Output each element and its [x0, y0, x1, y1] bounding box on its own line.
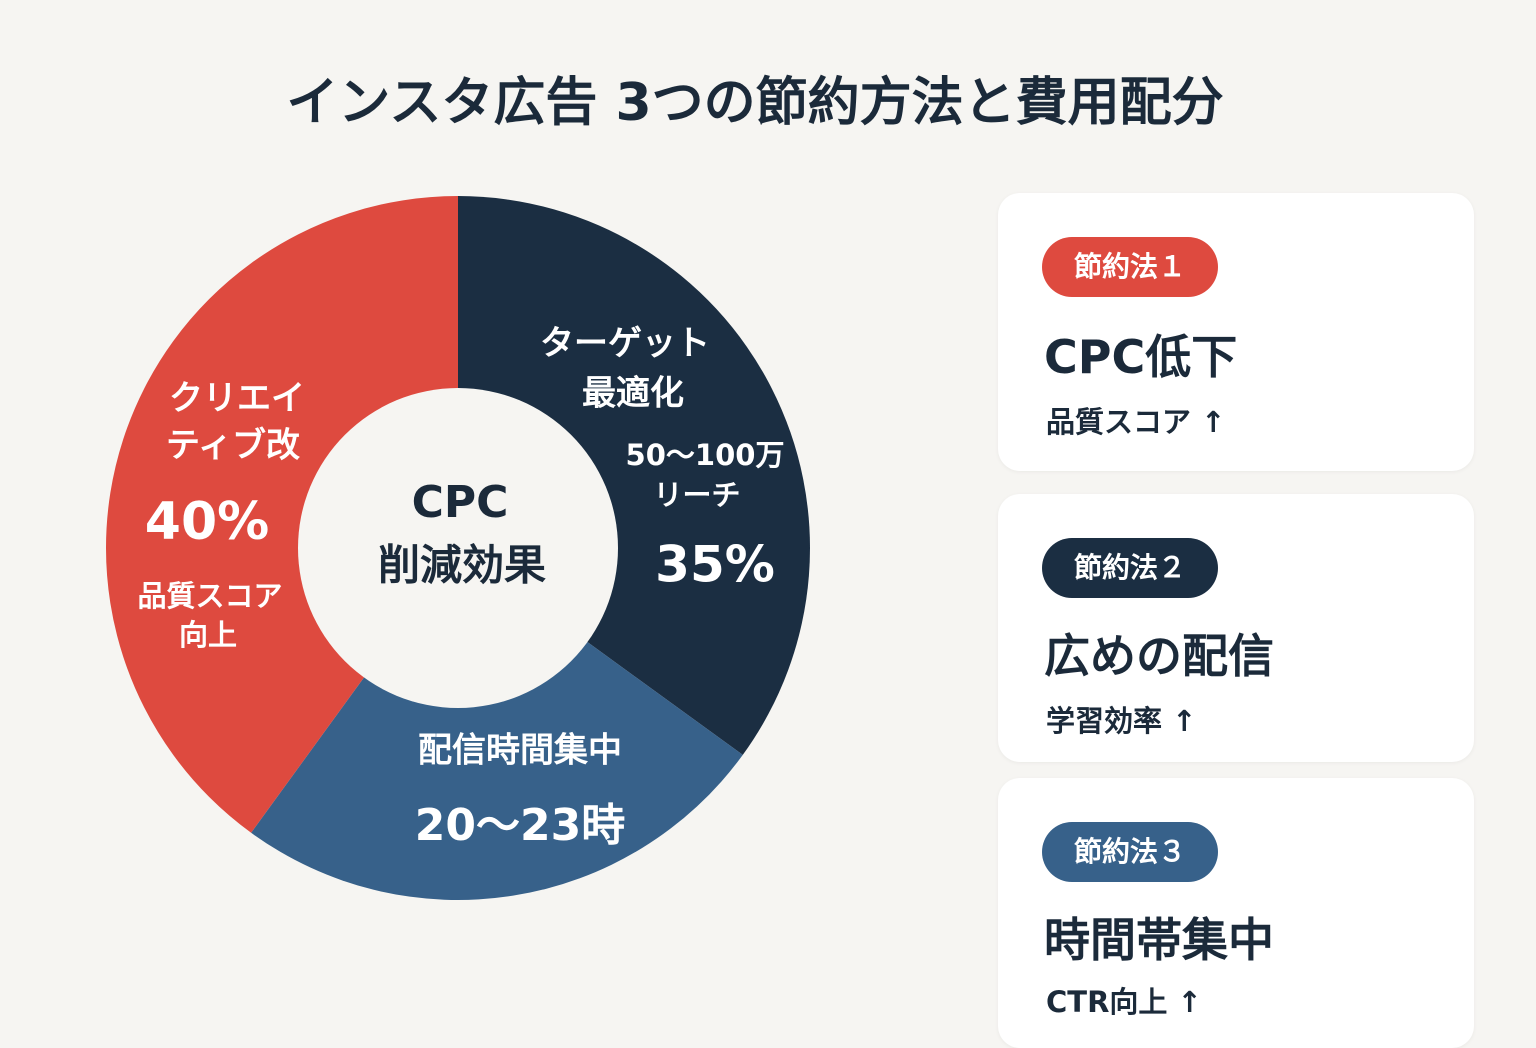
- segment-name: 最適化: [582, 374, 684, 414]
- segment-detail: 向上: [179, 618, 237, 652]
- card-badge: 節約法２: [1042, 538, 1218, 598]
- center-label: 削減効果: [378, 541, 546, 590]
- card-note: 学習効率 ↑: [1046, 704, 1197, 738]
- segment-name: クリエイ: [169, 379, 305, 419]
- segment-name: 配信時間集中: [418, 731, 622, 771]
- donut-segment: [106, 196, 458, 833]
- card-title: 時間帯集中: [1044, 913, 1274, 967]
- donut-segment: [251, 548, 743, 901]
- card-title: 広めの配信: [1044, 629, 1274, 683]
- segment-detail: 20～23時: [415, 800, 625, 851]
- segment-detail: 50～100万: [626, 438, 785, 472]
- segment-detail: 品質スコア: [137, 579, 282, 613]
- page: インスタ広告 3つの節約方法と費用配分 CPC 削減効果 ターゲット最適化 50～…: [106, 73, 1474, 1048]
- card-badge: 節約法１: [1042, 237, 1218, 297]
- chart-title: インスタ広告 3つの節約方法と費用配分: [286, 73, 1223, 133]
- card: 節約法３ 時間帯集中 CTR向上 ↑: [998, 778, 1474, 1048]
- center-label: CPC: [412, 477, 509, 528]
- segment-detail: リーチ: [653, 478, 740, 512]
- card-badge: 節約法３: [1042, 822, 1218, 882]
- card: 節約法２ 広めの配信 学習効率 ↑: [998, 494, 1474, 762]
- donut-hole: [298, 388, 618, 708]
- card: 節約法１ CPC低下 品質スコア ↑: [998, 193, 1474, 471]
- segment-name: ティブ改: [166, 426, 300, 466]
- card-note: 品質スコア ↑: [1046, 405, 1226, 439]
- segment-value-label: 35%: [655, 536, 775, 594]
- segment-name: ターゲット: [540, 324, 710, 364]
- donut-segment: [458, 196, 810, 755]
- card-note: CTR向上 ↑: [1046, 985, 1202, 1019]
- donut: [106, 196, 810, 901]
- card-title: CPC低下: [1044, 330, 1238, 384]
- segment-value-label: 40%: [145, 492, 269, 552]
